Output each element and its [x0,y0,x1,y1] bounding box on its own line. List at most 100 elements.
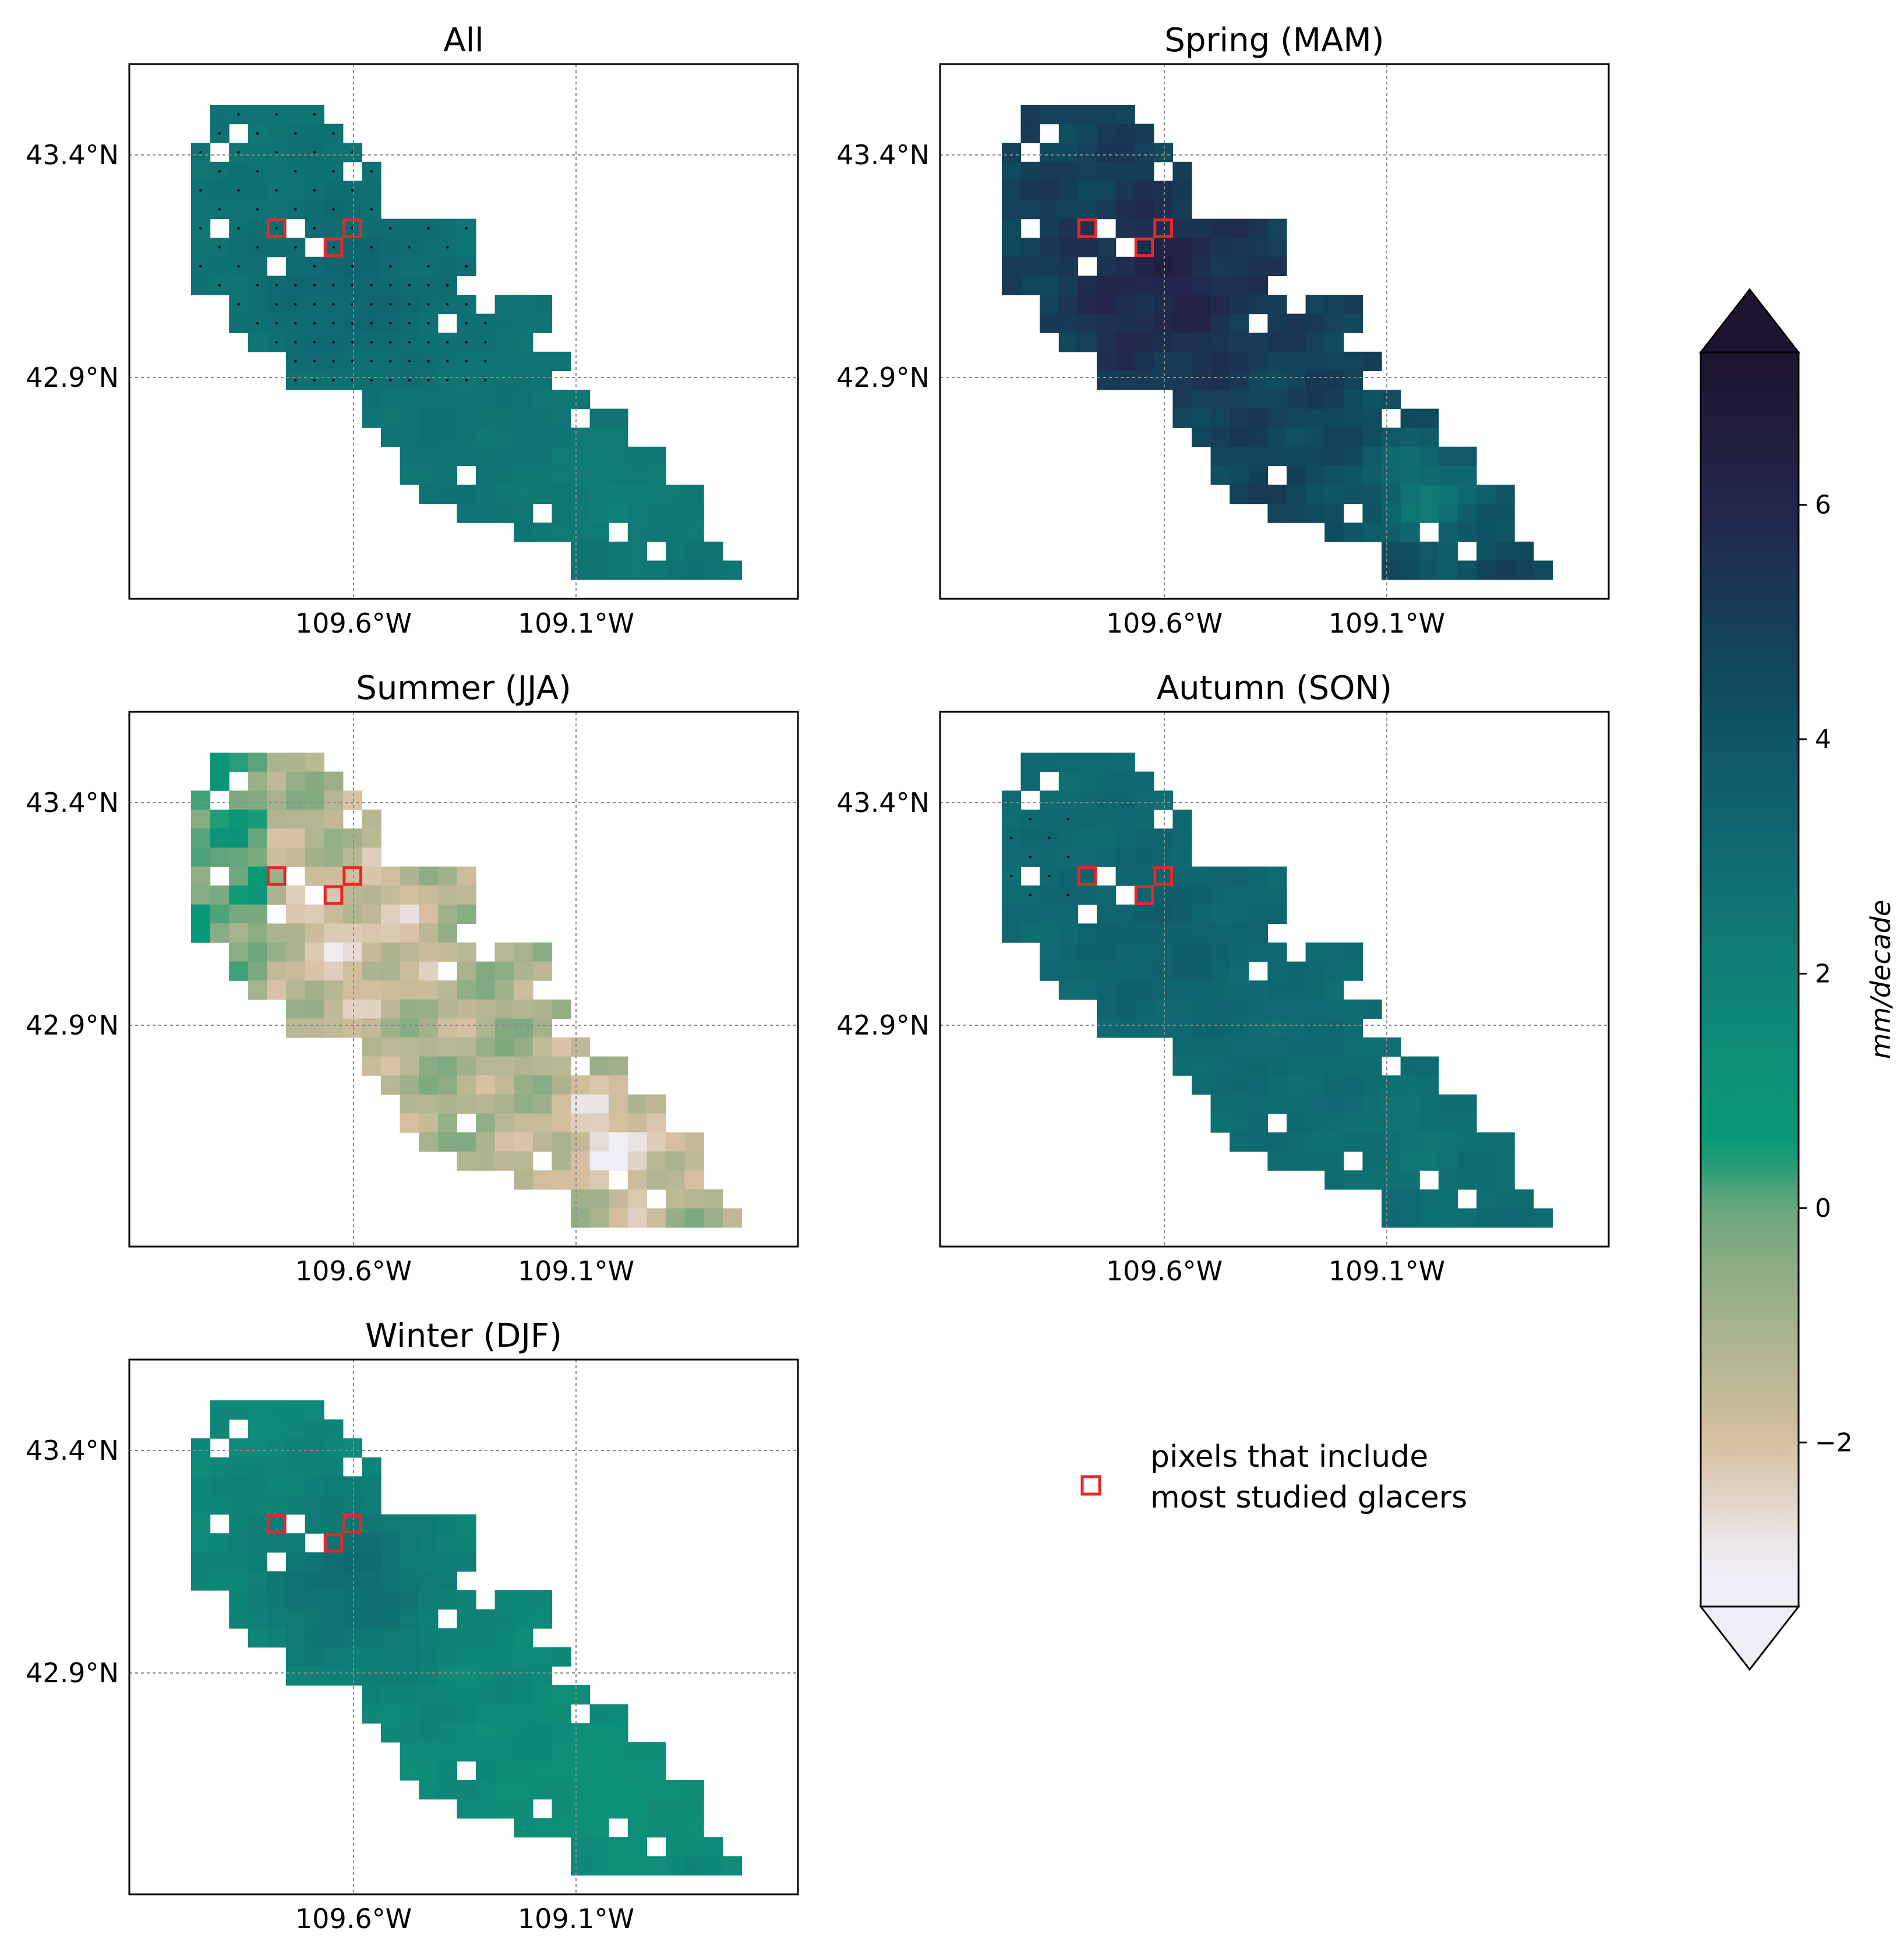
legend-label-line1: pixels that include [1150,1439,1428,1474]
heatmap-cell [1533,560,1553,580]
heatmap-cell [1172,848,1192,867]
heatmap-cell [1153,143,1173,163]
heatmap-cell [362,1476,381,1496]
significance-dot [389,264,392,268]
significance-dot [1029,817,1032,821]
heatmap-cell [609,1837,628,1856]
heatmap-cell [494,295,514,315]
heatmap-cell [1248,1094,1268,1114]
heatmap-cell [684,1856,704,1876]
heatmap-cell [1115,143,1135,163]
significance-dot [465,322,468,325]
glacier-pixel-box [266,1514,287,1534]
heatmap-cell [305,1400,324,1420]
significance-dot [294,341,297,344]
heatmap-cell [1172,218,1192,238]
heatmap-cell [514,503,534,523]
heatmap-cell [514,1685,534,1705]
significance-dot [294,322,297,325]
heatmap-cell [647,1094,666,1114]
heatmap-cell [1267,1151,1287,1171]
heatmap-cell [1002,200,1022,220]
heatmap-cell [1002,256,1022,276]
heatmap-cell [647,1151,666,1171]
heatmap-cell [1153,943,1173,962]
significance-dot [446,359,449,363]
significance-dot [408,246,411,249]
heatmap-cell [1078,885,1097,905]
heatmap-cell [437,1685,457,1705]
glacier-pixel-box [1077,866,1097,886]
heatmap-cell [627,1761,647,1781]
significance-dot [465,341,468,344]
heatmap-cell [437,1037,457,1057]
heatmap-cell [1287,1094,1306,1114]
heatmap-cell [1343,1132,1363,1152]
heatmap-cell [362,943,381,962]
heatmap-cell [362,1018,381,1038]
heatmap-cell [229,1590,249,1610]
heatmap-cell [437,408,457,428]
significance-dot [313,151,316,154]
heatmap-cell [1230,351,1249,371]
heatmap-cell [476,1761,496,1781]
heatmap-cell [1192,238,1211,257]
heatmap-cell [1230,333,1249,352]
heatmap-cell [1210,999,1230,1019]
heatmap-cell [1135,866,1154,886]
heatmap-cell [532,1037,552,1057]
heatmap-cell [609,408,628,428]
heatmap-cell [191,1495,211,1515]
heatmap-cell [457,1514,476,1534]
heatmap-cell [1135,218,1154,238]
significance-dot [313,322,316,325]
heatmap-cell [1115,848,1135,867]
heatmap-cell [627,1094,647,1114]
heatmap-cell [494,333,514,352]
heatmap-cell [419,1018,439,1038]
heatmap-cell [437,904,457,924]
heatmap-cell [666,560,686,580]
heatmap-cell [400,1056,419,1076]
heatmap-cell [1040,848,1059,867]
heatmap-cell [437,465,457,485]
heatmap-cell [381,1552,401,1572]
significance-dot [1029,894,1032,896]
heatmap-cell [589,1132,609,1152]
significance-dot [294,303,297,306]
heatmap-cell [362,1647,381,1667]
heatmap-cell [305,790,324,810]
heatmap-cell [571,503,591,523]
heatmap-cell [1172,408,1192,428]
heatmap-cell [684,1837,704,1856]
heatmap-cell [1210,904,1230,924]
heatmap-cell [627,1208,647,1228]
heatmap-cell [1495,503,1515,523]
heatmap-cell [1058,256,1078,276]
heatmap-cell [589,1742,609,1762]
heatmap-cell [286,1533,306,1553]
heatmap-cell [437,446,457,466]
heatmap-cell [324,790,344,810]
heatmap-cell [1192,866,1211,886]
heatmap-cell [1020,753,1040,772]
heatmap-cell [305,200,324,220]
x-tick-label: 109.6°W [1106,608,1223,639]
heatmap-cell [1400,1094,1420,1114]
heatmap-cell [210,923,229,943]
heatmap-cell [1040,105,1059,125]
heatmap-cell [267,1590,287,1610]
heatmap-cell [1002,218,1022,238]
heatmap-cell [722,1208,742,1228]
heatmap-cell [400,923,419,943]
heatmap-cell [1324,295,1344,315]
heatmap-cell [305,161,324,181]
heatmap-cell [627,1780,647,1800]
heatmap-cell [514,313,534,333]
heatmap-cell [1135,980,1154,1000]
heatmap-cell [210,753,229,772]
heatmap-cell [627,1189,647,1209]
heatmap-cell [1438,503,1458,523]
heatmap-cell [419,961,439,981]
